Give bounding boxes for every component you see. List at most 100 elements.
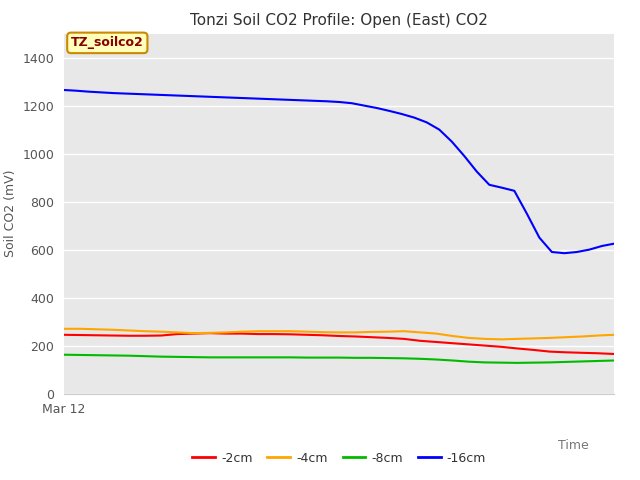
-4cm (497, 336, 505, 342)
-4cm (400, 328, 408, 334)
-16cm (185, 93, 193, 99)
-8cm (433, 357, 440, 362)
-16cm (435, 127, 443, 132)
-4cm (530, 336, 538, 341)
-4cm (255, 328, 262, 334)
-2cm (497, 344, 505, 349)
-16cm (486, 182, 493, 188)
-2cm (271, 331, 278, 337)
-2cm (157, 333, 165, 338)
Text: Time: Time (558, 439, 589, 452)
-16cm (110, 90, 118, 96)
Y-axis label: Soil CO2 (mV): Soil CO2 (mV) (4, 170, 17, 257)
-16cm (248, 96, 255, 101)
Title: Tonzi Soil CO2 Profile: Open (East) CO2: Tonzi Soil CO2 Profile: Open (East) CO2 (190, 13, 488, 28)
-4cm (238, 329, 246, 335)
-2cm (238, 331, 246, 336)
-2cm (562, 349, 570, 355)
Line: -2cm: -2cm (64, 333, 614, 354)
-16cm (573, 249, 580, 255)
-8cm (125, 353, 132, 359)
-2cm (611, 351, 618, 357)
-8cm (157, 354, 165, 360)
-16cm (173, 93, 180, 98)
-8cm (465, 359, 472, 365)
-16cm (598, 243, 605, 249)
-8cm (611, 358, 618, 363)
-16cm (373, 105, 381, 111)
Legend: -2cm, -4cm, -8cm, -16cm: -2cm, -4cm, -8cm, -16cm (187, 447, 492, 469)
-2cm (578, 350, 586, 356)
-2cm (287, 331, 294, 337)
-2cm (465, 342, 472, 348)
-2cm (513, 346, 521, 351)
-8cm (481, 360, 489, 365)
-16cm (423, 120, 431, 125)
-4cm (433, 331, 440, 336)
-16cm (410, 115, 418, 120)
-8cm (513, 360, 521, 366)
-2cm (222, 331, 230, 336)
-8cm (141, 353, 148, 359)
-8cm (497, 360, 505, 366)
-16cm (473, 168, 481, 174)
-16cm (398, 111, 406, 117)
-4cm (335, 329, 343, 335)
-4cm (189, 330, 197, 336)
-16cm (360, 103, 368, 108)
-8cm (368, 355, 376, 361)
-2cm (93, 332, 100, 338)
Line: -4cm: -4cm (64, 329, 614, 339)
-2cm (384, 335, 392, 341)
-16cm (611, 240, 618, 247)
-4cm (271, 328, 278, 334)
-8cm (60, 352, 68, 358)
-4cm (76, 326, 84, 332)
-16cm (285, 97, 293, 103)
-16cm (260, 96, 268, 102)
-16cm (323, 98, 330, 104)
-16cm (85, 89, 93, 95)
-16cm (561, 251, 568, 256)
-4cm (206, 330, 214, 336)
Line: -16cm: -16cm (64, 90, 614, 253)
-2cm (303, 332, 310, 338)
-4cm (287, 328, 294, 334)
-8cm (562, 359, 570, 365)
-16cm (385, 108, 393, 114)
-8cm (271, 354, 278, 360)
-2cm (255, 331, 262, 337)
-8cm (238, 354, 246, 360)
-8cm (255, 354, 262, 360)
-4cm (416, 329, 424, 335)
-2cm (400, 336, 408, 342)
-8cm (416, 356, 424, 362)
-16cm (511, 188, 518, 194)
-4cm (222, 329, 230, 335)
-2cm (335, 333, 343, 339)
-2cm (546, 348, 554, 354)
-16cm (198, 94, 205, 99)
-4cm (303, 329, 310, 335)
-4cm (465, 335, 472, 341)
-16cm (523, 211, 531, 216)
-16cm (98, 89, 106, 95)
-16cm (73, 88, 81, 94)
-2cm (481, 343, 489, 348)
-2cm (206, 330, 214, 336)
-2cm (173, 331, 181, 337)
-4cm (125, 327, 132, 333)
-8cm (222, 354, 230, 360)
-8cm (546, 360, 554, 365)
-8cm (76, 352, 84, 358)
-2cm (530, 347, 538, 353)
-2cm (351, 334, 359, 339)
-16cm (60, 87, 68, 93)
-16cm (498, 185, 506, 191)
-2cm (125, 333, 132, 339)
-4cm (562, 334, 570, 340)
-16cm (160, 92, 168, 98)
-2cm (319, 332, 327, 338)
-8cm (93, 352, 100, 358)
-4cm (546, 335, 554, 341)
